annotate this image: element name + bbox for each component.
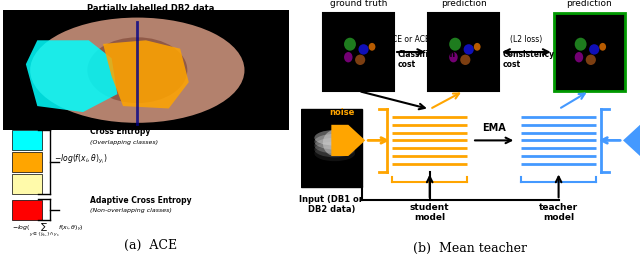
Ellipse shape [314,138,355,153]
Bar [392,109,467,172]
Ellipse shape [474,43,481,51]
Text: ground truth: ground truth [330,0,387,8]
Text: prediction: prediction [566,0,612,8]
Text: noise: noise [329,108,354,117]
Bar [12,130,42,150]
Bar [12,152,42,172]
Polygon shape [103,40,189,108]
Ellipse shape [460,55,470,65]
Bar [12,200,42,220]
Ellipse shape [575,52,583,62]
Ellipse shape [463,44,474,55]
Text: prediction: prediction [441,0,486,8]
Text: Consistency
cost: Consistency cost [502,50,555,69]
Text: (CE or ACE): (CE or ACE) [389,35,433,44]
Polygon shape [26,40,117,112]
Ellipse shape [87,37,188,103]
Text: (a)  ACE: (a) ACE [124,239,177,252]
Ellipse shape [575,38,587,51]
Text: (b)  Mean teacher: (b) Mean teacher [413,242,527,255]
Ellipse shape [599,43,606,51]
Text: student
model: student model [410,203,449,222]
Text: EMA: EMA [483,123,506,133]
Text: Classification
cost: Classification cost [397,50,456,69]
Bar [554,13,625,91]
Text: Cross Entropy: Cross Entropy [90,127,150,136]
Ellipse shape [314,130,355,146]
Ellipse shape [449,52,458,62]
Text: Input (DB1 or
DB2 data): Input (DB1 or DB2 data) [300,195,364,214]
Text: teacher
model: teacher model [539,203,578,222]
Ellipse shape [30,18,244,123]
Bar [3,10,289,130]
Ellipse shape [355,55,365,65]
Text: Adaptive Cross Entropy: Adaptive Cross Entropy [90,196,192,205]
Text: (L2 loss): (L2 loss) [510,35,543,44]
Ellipse shape [449,38,461,51]
Text: $-log(f(x_i, \theta)_{y_i})$: $-log(f(x_i, \theta)_{y_i})$ [54,153,108,166]
Ellipse shape [314,146,355,161]
Bar [428,13,499,91]
Bar [521,109,596,172]
Bar [301,109,362,187]
Ellipse shape [314,134,355,150]
Ellipse shape [344,52,353,62]
Bar [12,174,42,194]
Polygon shape [623,125,640,156]
Ellipse shape [323,130,347,156]
Ellipse shape [358,44,369,55]
Text: $-log(\sum_{y \in \{\hat{y}_{k_0}\} \cap y_s} f(x_i, \theta)_y)$: $-log(\sum_{y \in \{\hat{y}_{k_0}\} \cap… [12,221,84,239]
Text: (Overlapping classes): (Overlapping classes) [90,140,158,145]
Ellipse shape [589,44,599,55]
Text: (Non-overlapping classes): (Non-overlapping classes) [90,208,172,213]
Polygon shape [332,125,365,156]
Ellipse shape [314,142,355,157]
Ellipse shape [369,43,376,51]
Ellipse shape [586,55,596,65]
Text: Partially labelled DB2 data: Partially labelled DB2 data [86,4,214,13]
Ellipse shape [344,38,356,51]
Bar [323,13,394,91]
